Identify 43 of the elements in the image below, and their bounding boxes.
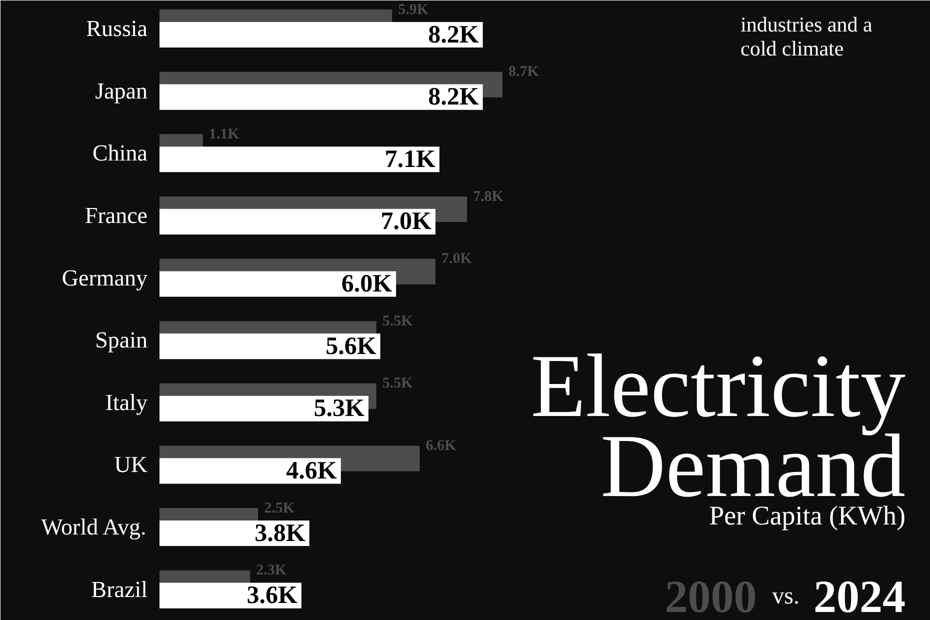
data-label: 7.0K — [380, 208, 432, 236]
bar — [160, 271, 396, 297]
data-label: 7.8K — [473, 188, 504, 205]
y-tick-label: China — [92, 140, 148, 166]
data-label: 6.6K — [426, 438, 456, 454]
data-label: 3.6K — [246, 582, 298, 610]
text: vs. — [772, 584, 800, 610]
data-label: 8.2K — [428, 84, 480, 111]
bar — [160, 146, 440, 172]
y-tick-label: Germany — [62, 265, 148, 290]
data-label: 2.5K — [264, 500, 295, 516]
bar — [160, 458, 341, 484]
data-label: 5.5K — [382, 313, 414, 330]
y-tick-label: Spain — [95, 328, 148, 353]
bar — [160, 208, 436, 234]
bar — [160, 84, 483, 110]
data-label: 7.0K — [441, 251, 472, 268]
text: 2000 — [664, 571, 757, 620]
y-tick-label: Brazil — [91, 576, 148, 602]
bar — [160, 396, 368, 422]
y-tick-label: Italy — [105, 390, 148, 415]
data-label: 5.6K — [326, 332, 377, 360]
data-label: 8.2K — [428, 21, 480, 48]
data-label: 4.6K — [286, 457, 338, 484]
data-label: 7.1K — [384, 146, 436, 173]
text: industries and a cold climate — [740, 12, 873, 60]
data-label: 5.3K — [314, 395, 366, 422]
y-tick-label: World Avg. — [41, 514, 146, 540]
y-tick-label: UK — [114, 452, 148, 478]
data-label: 3.8K — [254, 520, 306, 547]
y-tick-label: France — [84, 202, 148, 228]
data-label: 2.3K — [256, 562, 287, 579]
data-label: 8.7K — [508, 64, 540, 80]
data-label: 5.5K — [382, 376, 414, 392]
data-label: 5.9K — [398, 2, 429, 18]
bar — [160, 22, 483, 48]
y-tick-label: Russia — [86, 16, 148, 42]
bar — [160, 334, 380, 360]
y-tick-label: Japan — [95, 78, 148, 104]
data-label: 1.1K — [208, 126, 240, 142]
text: 2024 — [814, 571, 906, 620]
text: Per Capita (KWh) — [709, 500, 906, 530]
data-label: 6.0K — [341, 270, 393, 298]
